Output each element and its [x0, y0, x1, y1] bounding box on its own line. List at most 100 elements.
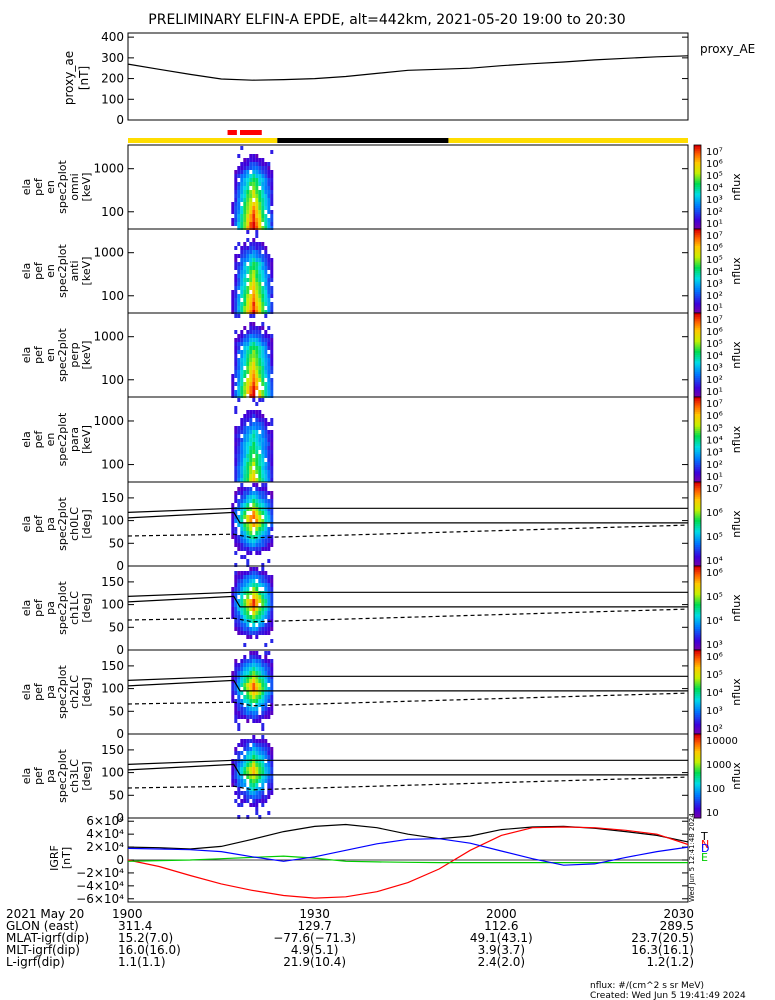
- spec-panel-3-colorbar-cell: [694, 350, 701, 354]
- spec-panel-4-colorbar-tick-label: 10⁴: [706, 436, 723, 447]
- spec-panel-1-colorbar-cell: [694, 151, 701, 154]
- spectrogram-cell: [258, 426, 262, 430]
- spectrogram-cell: [255, 527, 259, 531]
- spectrogram-cell: [258, 474, 262, 478]
- spectrogram-cell: [258, 334, 262, 338]
- spectrogram-cell: [264, 470, 268, 474]
- spectrogram-cell: [249, 314, 253, 318]
- spectrogram-cell: [240, 675, 244, 679]
- spectrogram-cell: [255, 430, 259, 434]
- spectrogram-cell: [252, 290, 256, 294]
- spectrogram-cell: [252, 687, 256, 691]
- spec-panel-6-ylabel: pef: [32, 598, 45, 617]
- spectrogram-cell: [240, 751, 244, 755]
- spectrogram-cell: [264, 771, 268, 775]
- spectrogram-cell: [246, 198, 250, 202]
- spectrogram-cell: [267, 659, 271, 663]
- spectrogram-cell: [243, 715, 247, 719]
- spectrogram-cell: [258, 543, 262, 547]
- spectrogram-cell: [249, 274, 253, 278]
- spectrogram-cell: [249, 547, 253, 551]
- spectrogram-cell: [255, 402, 259, 406]
- spectrogram-cell: [261, 266, 265, 270]
- spectrogram-cell: [258, 206, 262, 210]
- spectrogram-cell: [240, 214, 244, 218]
- spectrogram-cell: [267, 254, 271, 258]
- spec-panel-8-colorbar-cell: [694, 740, 701, 743]
- spectrogram-cell: [258, 619, 262, 623]
- spectrogram-cell: [255, 418, 259, 422]
- spectrogram-cell: [255, 298, 259, 302]
- spec-panel-3-colorbar-cell: [694, 390, 701, 394]
- spectrogram-cell: [255, 779, 259, 783]
- spectrogram-cell: [252, 583, 256, 587]
- spectrogram-cell: [261, 186, 265, 190]
- spectrogram-cell: [246, 366, 250, 370]
- spec-panel-2-colorbar-cell: [694, 292, 701, 295]
- spectrogram-cell: [249, 583, 253, 587]
- spectrogram-cell: [234, 390, 238, 394]
- spectrogram-cell: [270, 659, 274, 663]
- spec-panel-4-colorbar-tick-label: 10⁷: [706, 399, 723, 410]
- spectrogram-cell: [267, 499, 271, 503]
- spectrogram-cell: [246, 386, 250, 390]
- spec-panel-1-colorbar-tick-label: 10³: [706, 195, 723, 206]
- spectrogram-cell: [255, 286, 259, 290]
- spectrogram-cell: [261, 683, 265, 687]
- spectrogram-cell: [246, 186, 250, 190]
- spectrogram-cell: [270, 607, 274, 611]
- spec-panel-2-colorbar-label: nflux: [730, 257, 743, 285]
- spec-panel-8-colorbar-frame: [693, 733, 702, 819]
- spectrogram-cell: [246, 499, 250, 503]
- spectrogram-cell: [240, 691, 244, 695]
- spectrogram-cell: [255, 811, 259, 815]
- spectrogram-cell: [237, 515, 241, 519]
- spectrogram-cell: [258, 262, 262, 266]
- spec-panel-1-colorbar-cell: [694, 199, 701, 203]
- spectrogram-cell: [261, 326, 265, 330]
- spectrogram-cell: [246, 418, 250, 422]
- spectrogram-cell: [246, 527, 250, 531]
- spec-panel-7-ylabel: pa: [44, 685, 57, 699]
- spectrogram-cell: [240, 194, 244, 198]
- spectrogram-cell: [261, 527, 265, 531]
- spectrogram-cell: [234, 711, 238, 715]
- spectrogram-cell: [240, 771, 244, 775]
- spectrogram-cell: [264, 182, 268, 186]
- spectrogram-cell: [246, 238, 250, 242]
- spectrogram-cell: [243, 182, 247, 186]
- spectrogram-cell: [234, 623, 238, 627]
- spectrogram-cell: [252, 346, 256, 350]
- spectrogram-cell: [246, 478, 250, 482]
- spectrogram-cell: [267, 687, 271, 691]
- spec-panel-2-colorbar-cell: [694, 254, 701, 257]
- spectrogram-cell: [243, 478, 247, 482]
- spectrogram-cell: [252, 691, 256, 695]
- ephemeris-row-label: 2021 May 20: [6, 907, 84, 921]
- spectrogram-cell: [258, 410, 262, 414]
- spectrogram-cell: [270, 579, 274, 583]
- spec-panel-6-colorbar-cell: [694, 566, 701, 569]
- spectrogram-cell: [255, 759, 259, 763]
- spectrogram-cell: [234, 298, 238, 302]
- spectrogram-cell: [267, 519, 271, 523]
- spectrogram-cell: [261, 226, 265, 230]
- spec-panel-3-colorbar-cell: [694, 382, 701, 385]
- spectrogram-cell: [237, 174, 241, 178]
- spectrogram-cell: [270, 170, 274, 174]
- spectrogram-cell: [264, 282, 268, 286]
- spectrogram-cell: [243, 739, 247, 743]
- spectrogram-cell: [240, 426, 244, 430]
- spec-panel-3-colorbar-cell: [694, 367, 701, 371]
- spec-panel-5-colorbar-cell: [694, 530, 701, 533]
- spectrogram-cell: [231, 382, 235, 386]
- spec-panel-7-mid-line: [127, 679, 688, 692]
- spec-panel-7-ylabel: ela: [20, 684, 33, 701]
- spectrogram-cell: [258, 266, 262, 270]
- spectrogram-cell: [237, 350, 241, 354]
- spec-panel-8-colorbar-cell: [694, 755, 701, 758]
- spec-panel-2-colorbar-tick-label: 10³: [706, 279, 723, 290]
- spectrogram-cell: [243, 759, 247, 763]
- spec-panel-5-colorbar-cell: [694, 545, 701, 548]
- spec-panel-6-colorbar-cell: [694, 574, 701, 577]
